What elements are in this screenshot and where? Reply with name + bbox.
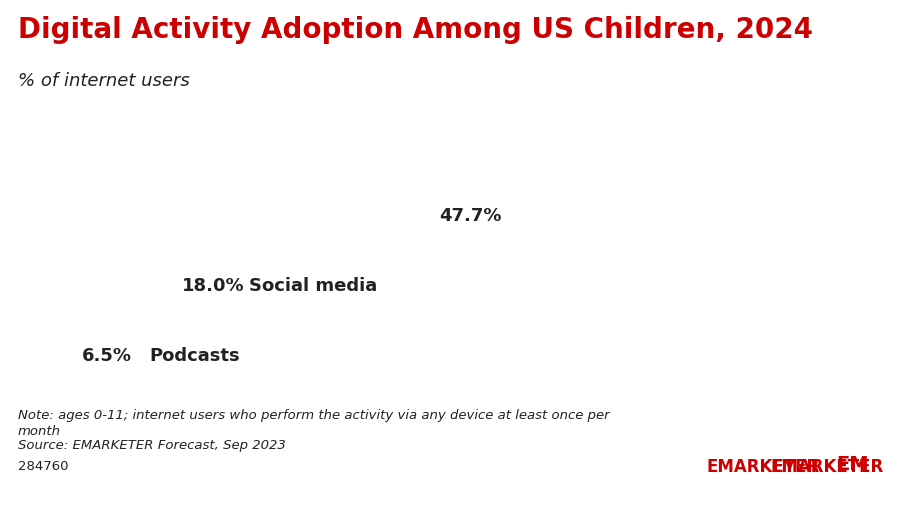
Text: Social media: Social media bbox=[249, 277, 377, 295]
Text: % of internet users: % of internet users bbox=[18, 72, 190, 90]
Text: Digital video: Digital video bbox=[28, 137, 156, 155]
Text: Digital Activity Adoption Among US Children, 2024: Digital Activity Adoption Among US Child… bbox=[18, 16, 813, 44]
Text: 81.4%: 81.4% bbox=[652, 137, 715, 155]
Text: month: month bbox=[18, 425, 61, 438]
Text: 18.0%: 18.0% bbox=[182, 277, 244, 295]
Text: Podcasts: Podcasts bbox=[149, 347, 240, 365]
Text: Digital gaming: Digital gaming bbox=[28, 207, 176, 225]
Text: 47.7%: 47.7% bbox=[439, 207, 502, 225]
Text: EMARKETER: EMARKETER bbox=[707, 458, 820, 476]
Text: EM: EM bbox=[836, 454, 869, 473]
Text: Source: EMARKETER Forecast, Sep 2023: Source: EMARKETER Forecast, Sep 2023 bbox=[18, 439, 286, 452]
Text: 6.5%: 6.5% bbox=[82, 347, 132, 365]
Text: Note: ages 0-11; internet users who perform the activity via any device at least: Note: ages 0-11; internet users who perf… bbox=[18, 409, 609, 422]
Text: 284760: 284760 bbox=[18, 460, 68, 473]
Text: EMARKETER: EMARKETER bbox=[771, 458, 884, 476]
